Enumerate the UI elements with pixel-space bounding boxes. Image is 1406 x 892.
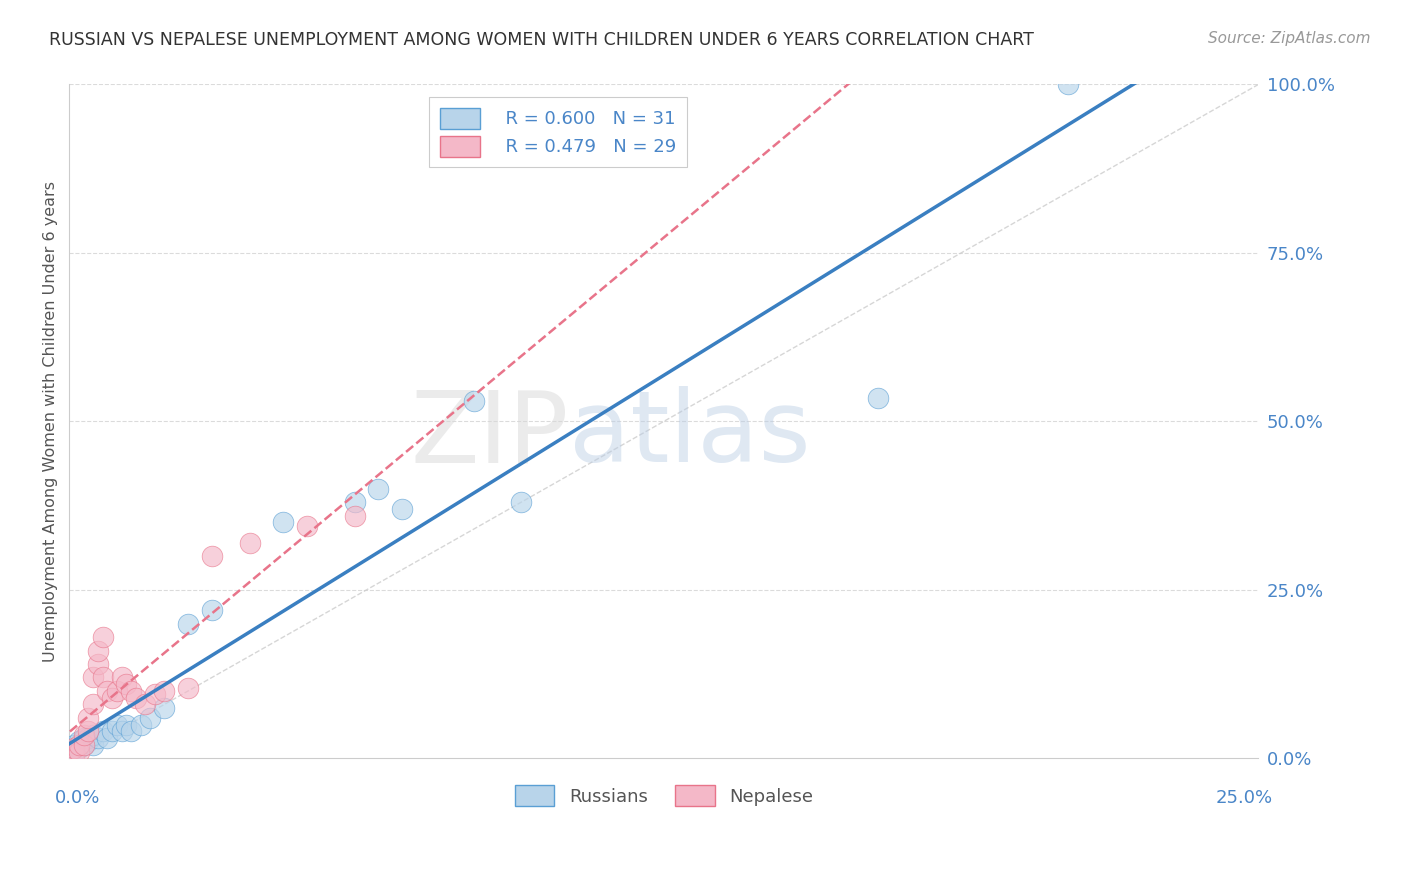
Y-axis label: Unemployment Among Women with Children Under 6 years: Unemployment Among Women with Children U… [44, 181, 58, 662]
Point [120, 684, 142, 698]
Point [115, 677, 138, 691]
Point [1057, 78, 1080, 92]
Point [77, 724, 100, 739]
Point [110, 670, 132, 684]
Point [67, 734, 90, 748]
Point [120, 724, 142, 739]
Point [87, 643, 110, 657]
Point [82, 698, 104, 712]
Point [96, 731, 118, 745]
Point [177, 616, 200, 631]
Point [91, 724, 114, 739]
Point [153, 700, 176, 714]
Point [77, 731, 100, 745]
Text: Source: ZipAtlas.com: Source: ZipAtlas.com [1208, 31, 1371, 46]
Point [87, 657, 110, 671]
Point [82, 670, 104, 684]
Point [63, 747, 86, 762]
Point [82, 728, 104, 742]
Point [125, 690, 148, 705]
Text: 0.0%: 0.0% [55, 789, 100, 806]
Point [201, 549, 224, 564]
Point [82, 738, 104, 752]
Point [72, 738, 94, 752]
Legend: Russians, Nepalese: Russians, Nepalese [508, 778, 820, 814]
Point [67, 741, 90, 756]
Text: atlas: atlas [568, 386, 810, 483]
Point [367, 482, 389, 496]
Point [63, 738, 86, 752]
Point [77, 711, 100, 725]
Point [91, 630, 114, 644]
Point [101, 690, 124, 705]
Point [153, 684, 176, 698]
Text: 25.0%: 25.0% [1216, 789, 1272, 806]
Point [201, 603, 224, 617]
Point [343, 495, 366, 509]
Point [129, 717, 152, 731]
Point [67, 745, 90, 759]
Point [271, 516, 294, 530]
Point [72, 738, 94, 752]
Point [87, 731, 110, 745]
Text: RUSSIAN VS NEPALESE UNEMPLOYMENT AMONG WOMEN WITH CHILDREN UNDER 6 YEARS CORRELA: RUSSIAN VS NEPALESE UNEMPLOYMENT AMONG W… [49, 31, 1033, 49]
Point [134, 698, 156, 712]
Point [239, 535, 262, 549]
Point [101, 724, 124, 739]
Point [139, 711, 162, 725]
Point [72, 731, 94, 745]
Point [63, 745, 86, 759]
Point [91, 670, 114, 684]
Point [105, 717, 128, 731]
Point [105, 684, 128, 698]
Point [463, 394, 485, 409]
Point [63, 741, 86, 756]
Point [343, 508, 366, 523]
Point [143, 687, 166, 701]
Point [295, 519, 318, 533]
Point [866, 391, 889, 405]
Text: ZIP: ZIP [411, 386, 568, 483]
Point [177, 681, 200, 695]
Point [110, 724, 132, 739]
Point [510, 495, 533, 509]
Point [77, 734, 100, 748]
Point [67, 738, 90, 752]
Point [96, 684, 118, 698]
Point [391, 502, 413, 516]
Point [72, 728, 94, 742]
Point [115, 717, 138, 731]
